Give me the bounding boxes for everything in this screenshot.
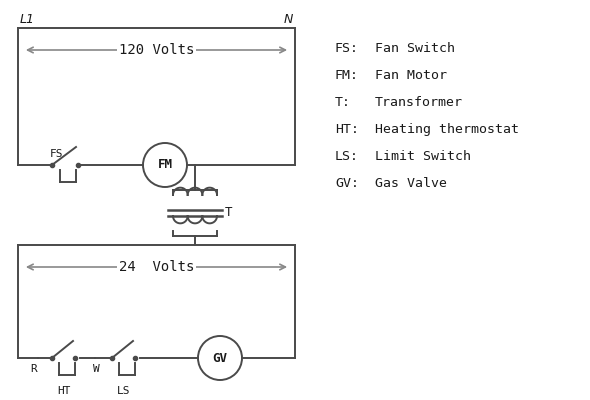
Text: Gas Valve: Gas Valve bbox=[375, 177, 447, 190]
Text: FM: FM bbox=[158, 158, 172, 172]
Text: Transformer: Transformer bbox=[375, 96, 463, 109]
Text: 24  Volts: 24 Volts bbox=[119, 260, 194, 274]
Text: T:: T: bbox=[335, 96, 351, 109]
Text: L1: L1 bbox=[20, 13, 35, 26]
Text: T: T bbox=[225, 206, 232, 220]
Text: W: W bbox=[93, 364, 100, 374]
Text: LS: LS bbox=[117, 386, 131, 396]
Text: Fan Switch: Fan Switch bbox=[375, 42, 455, 55]
Text: HT: HT bbox=[57, 386, 71, 396]
Text: R: R bbox=[30, 364, 37, 374]
Text: FS:: FS: bbox=[335, 42, 359, 55]
Text: LS:: LS: bbox=[335, 150, 359, 163]
Text: N: N bbox=[284, 13, 293, 26]
Text: FM:: FM: bbox=[335, 69, 359, 82]
Text: FS: FS bbox=[50, 149, 64, 159]
Text: 120 Volts: 120 Volts bbox=[119, 43, 194, 57]
Text: GV:: GV: bbox=[335, 177, 359, 190]
Text: Heating thermostat: Heating thermostat bbox=[375, 123, 519, 136]
Text: Fan Motor: Fan Motor bbox=[375, 69, 447, 82]
Text: Limit Switch: Limit Switch bbox=[375, 150, 471, 163]
Text: HT:: HT: bbox=[335, 123, 359, 136]
Text: GV: GV bbox=[212, 352, 228, 364]
